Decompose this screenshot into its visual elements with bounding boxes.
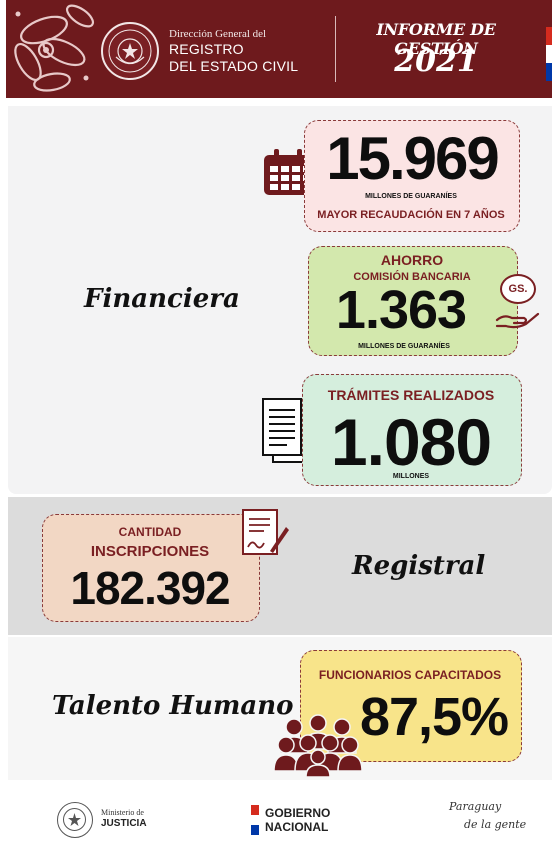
recaudacion-value: 15.969 (326, 125, 500, 192)
footer: Ministerio de JUSTICIA GOBIERNO NACIONAL… (6, 786, 552, 856)
section-label-talento: Talento Humano (52, 691, 294, 721)
inscripciones-title-line1: CANTIDAD (118, 525, 182, 539)
header-divider (335, 16, 336, 82)
paraguay-seal-icon (101, 22, 159, 80)
org-name-prefix: Dirección General del (169, 28, 267, 40)
inscripciones-title-line2: INSCRIPCIONES (90, 543, 210, 560)
people-group-icon (274, 714, 362, 777)
money-hand-icon: GS. (494, 274, 542, 330)
tramites-value: 1.080 (330, 405, 492, 479)
recaudacion-caption: MAYOR RECAUDACIÓN EN 7 AÑOS (317, 209, 505, 221)
section-registral: CANTIDAD INSCRIPCIONES 182.392 Registral (8, 497, 552, 635)
ahorro-unit: MILLONES DE GUARANÍES (358, 343, 450, 350)
report-year: 2021 (394, 44, 478, 79)
gobierno-line2: NACIONAL (265, 820, 329, 834)
inscripciones-value: 182.392 (70, 562, 230, 614)
floral-decoration-icon (14, 4, 95, 92)
capacitados-title: FUNCIONARIOS CAPACITADOS (318, 668, 502, 682)
gobierno-flag-icon (251, 805, 259, 835)
ahorro-subtitle: COMISIÓN BANCARIA (353, 271, 471, 283)
currency-badge: GS. (500, 274, 536, 304)
recaudacion-unit: MILLONES DE GUARANÍES (365, 193, 457, 200)
ministerio-prefix: Ministerio de (101, 808, 144, 817)
section-talento-humano: Talento Humano FUNCIONARIOS CAPACITADOS … (8, 637, 552, 780)
section-financiera: Financiera 15.969 MILLONES DE GUARANÍES … (8, 106, 552, 494)
capacitados-value: 87,5% (359, 687, 509, 747)
signed-document-icon (242, 509, 289, 555)
ahorro-title: AHORRO (380, 252, 444, 268)
org-name-registro: REGISTRO (169, 41, 244, 57)
section-label-registral: Registral (352, 551, 486, 581)
tramites-unit: MILLONES (392, 473, 430, 480)
paraguay-flag-icon (546, 27, 552, 81)
report-header: Dirección General del REGISTRO DEL ESTAD… (6, 0, 552, 98)
inscripciones-card: CANTIDAD INSCRIPCIONES 182.392 (42, 514, 260, 622)
org-name-estado-civil: DEL ESTADO CIVIL (169, 58, 299, 74)
section-label-financiera: Financiera (84, 284, 240, 314)
recaudacion-card: 15.969 MILLONES DE GUARANÍES MAYOR RECAU… (304, 120, 520, 232)
slogan-line2: de la gente (464, 818, 527, 831)
tramites-card: TRÁMITES REALIZADOS 1.080 MILLONES (302, 374, 522, 486)
ministerio-name: JUSTICIA (101, 818, 147, 829)
report-title: INFORME DE GESTIÓN (376, 20, 496, 58)
slogan-line1: Paraguay (449, 800, 502, 813)
tramites-title: TRÁMITES REALIZADOS (327, 387, 495, 403)
ahorro-card: AHORRO COMISIÓN BANCARIA 1.363 MILLONES … (308, 246, 518, 356)
gobierno-line1: GOBIERNO (265, 806, 331, 820)
ahorro-value: 1.363 (335, 280, 467, 340)
justicia-seal-icon (57, 802, 93, 838)
